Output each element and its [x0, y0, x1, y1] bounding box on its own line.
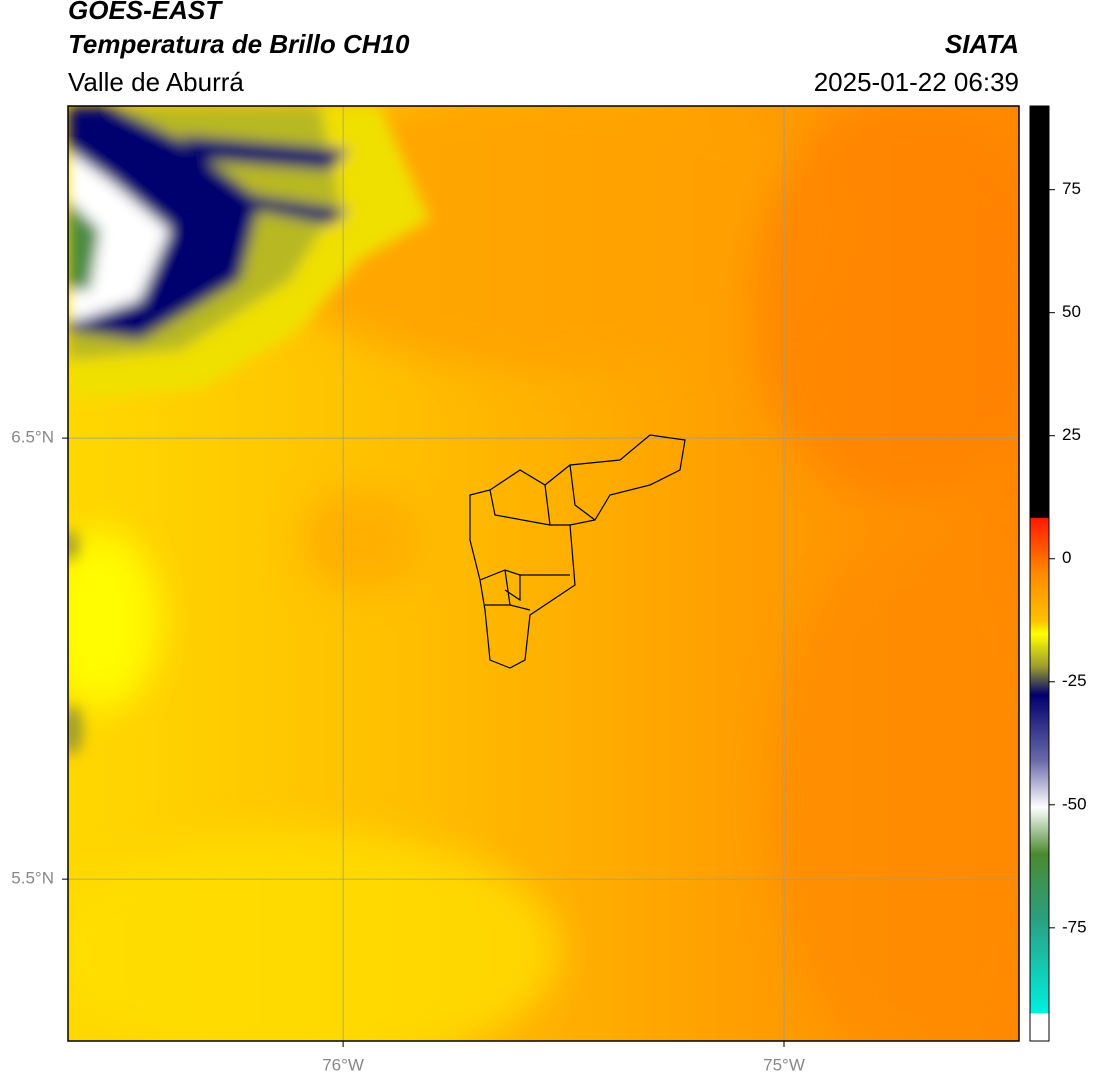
valle-outline — [469, 434, 686, 669]
colorbar-tick-label: -50 — [1062, 794, 1087, 813]
region: Valle de Aburrá — [68, 67, 244, 97]
map-frame — [67, 105, 1020, 1042]
brightness-field — [68, 106, 1019, 1041]
colorbar-tick-label: -25 — [1062, 671, 1087, 690]
source: SIATA — [945, 29, 1019, 59]
colorbar-tick-label: 75 — [1062, 179, 1081, 198]
colorbar-tick-label: 50 — [1062, 302, 1081, 321]
colorbar — [1029, 105, 1050, 1042]
x-tick-label: 75°W — [763, 1055, 805, 1074]
x-tick-label: 76°W — [322, 1055, 364, 1074]
title: GOES-EAST — [68, 0, 223, 25]
colorbar-tick-label: 0 — [1062, 548, 1071, 567]
datetime: 2025-01-22 06:39 — [814, 67, 1019, 97]
colorbar-tick-label: -75 — [1062, 917, 1087, 936]
y-tick-label: 6.5°N — [11, 428, 54, 447]
colorbar-tick-label: 25 — [1062, 425, 1081, 444]
subtitle: Temperatura de Brillo CH10 — [68, 29, 410, 59]
y-tick-label: 5.5°N — [11, 869, 54, 888]
grid — [68, 106, 1019, 1041]
